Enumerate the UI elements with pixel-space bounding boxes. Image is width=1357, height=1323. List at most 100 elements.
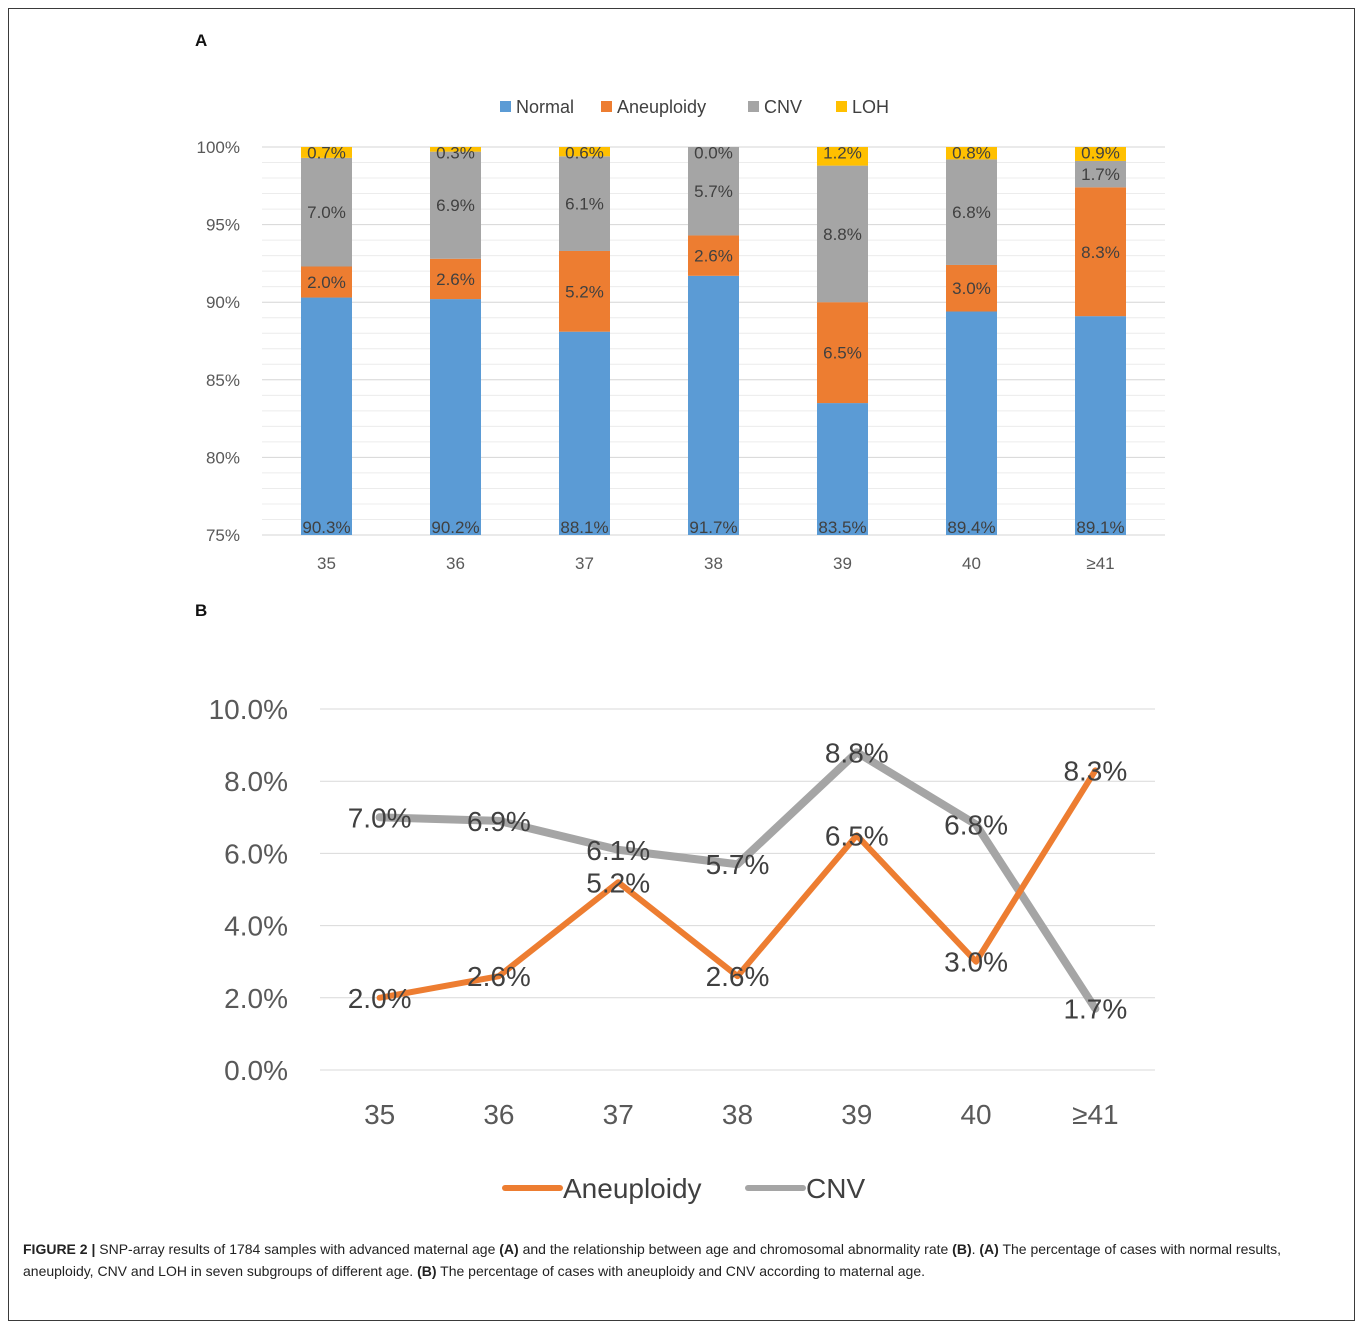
- data-label-loh: 0.0%: [694, 143, 733, 162]
- series-line-aneuploidy: [376, 767, 1099, 1001]
- y-tick-label: 6.0%: [224, 838, 288, 869]
- legend-swatch-cnv: [748, 101, 759, 112]
- bar-segment-loh: [946, 147, 997, 160]
- data-label-normal: 90.2%: [431, 518, 479, 537]
- bar-segment-normal: [301, 297, 352, 535]
- y-tick-label: 2.0%: [224, 983, 288, 1014]
- x-tick-label: 36: [483, 1099, 514, 1130]
- bar-segment-normal: [430, 299, 481, 535]
- data-label-aneuploidy: 6.5%: [823, 344, 862, 363]
- data-label-aneuploidy: 2.6%: [706, 961, 770, 992]
- panel-a-label: A: [195, 31, 208, 50]
- data-label-normal: 91.7%: [689, 518, 737, 537]
- series-line-cnv: [375, 748, 1100, 1013]
- data-label-aneuploidy: 3.0%: [952, 279, 991, 298]
- caption-bold-2: (B): [952, 1241, 972, 1257]
- data-label-cnv: 1.7%: [1063, 994, 1127, 1025]
- data-label-normal: 89.4%: [947, 518, 995, 537]
- data-label-aneuploidy: 3.0%: [944, 947, 1008, 978]
- data-label-cnv: 7.0%: [307, 203, 346, 222]
- y-tick-label: 10.0%: [209, 694, 288, 725]
- y-tick-label: 8.0%: [224, 766, 288, 797]
- data-label-aneuploidy: 8.3%: [1081, 243, 1120, 262]
- data-label-cnv: 6.9%: [467, 806, 531, 837]
- y-tick-label: 75%: [206, 526, 240, 545]
- caption-bold-3: (A): [979, 1241, 999, 1257]
- legend-swatch-loh: [836, 101, 847, 112]
- legend-swatch-aneuploidy: [601, 101, 612, 112]
- legend-label-cnv: CNV: [764, 97, 802, 117]
- x-tick-label: 35: [317, 554, 336, 573]
- data-label-loh: 0.3%: [436, 143, 475, 162]
- bar-segment-cnv: [688, 147, 739, 236]
- data-label-aneuploidy: 2.6%: [694, 247, 733, 266]
- bar-segment-cnv: [946, 159, 997, 265]
- y-tick-label: 90%: [206, 293, 240, 312]
- x-tick-label: 39: [841, 1099, 872, 1130]
- line-chart: 0.0% 2.0% 4.0% 6.0% 8.0% 10.0% 35 36 37 38 39 40 ≥41…: [209, 694, 1155, 1204]
- data-label-cnv: 8.8%: [825, 737, 889, 768]
- bar-segment-aneuploidy: [559, 250, 610, 332]
- caption-text-2: and the relationship between age and chr…: [518, 1241, 953, 1257]
- caption-text-1: SNP-array results of 1784 samples with a…: [95, 1241, 500, 1257]
- data-label-cnv: 1.7%: [1081, 165, 1120, 184]
- figure-caption: FIGURE 2 | SNP-array results of 1784 sam…: [23, 1238, 1328, 1282]
- bar-segment-cnv: [430, 151, 481, 259]
- bar-segment-cnv: [559, 156, 610, 251]
- data-label-loh: 0.9%: [1081, 143, 1120, 162]
- bar-segment-aneuploidy: [946, 264, 997, 312]
- bar-segment-cnv: [1075, 160, 1126, 188]
- data-label-normal: 89.1%: [1076, 518, 1124, 537]
- data-label-cnv: 5.7%: [694, 182, 733, 201]
- y-tick-label: 95%: [206, 216, 240, 235]
- y-tick-label: 4.0%: [224, 911, 288, 942]
- bar-segment-loh: [301, 147, 352, 158]
- legend-swatch-normal: [500, 101, 511, 112]
- data-label-aneuploidy: 5.2%: [565, 282, 604, 301]
- panel-b-label: B: [195, 601, 208, 620]
- x-tick-label: 40: [960, 1099, 991, 1130]
- data-label-cnv: 5.7%: [706, 849, 770, 880]
- bar-segment-aneuploidy: [817, 302, 868, 404]
- y-tick-label: 80%: [206, 448, 240, 467]
- x-tick-label: 40: [962, 554, 981, 573]
- bar-segment-loh: [1075, 147, 1126, 161]
- y-tick-label: 100%: [197, 138, 240, 157]
- x-tick-label: 37: [603, 1099, 634, 1130]
- caption-bold-4: (B): [417, 1263, 437, 1279]
- data-label-cnv: 6.8%: [944, 810, 1008, 841]
- caption-text-3: .: [971, 1241, 980, 1257]
- bar-segment-normal: [817, 403, 868, 535]
- x-tick-label: 38: [722, 1099, 753, 1130]
- data-label-cnv: 6.9%: [436, 196, 475, 215]
- legend-label-cnv: CNV: [806, 1173, 865, 1204]
- data-label-loh: 0.6%: [565, 143, 604, 162]
- data-label-aneuploidy: 2.0%: [307, 273, 346, 292]
- data-label-cnv: 6.1%: [586, 835, 650, 866]
- y-tick-label: 85%: [206, 371, 240, 390]
- data-label-cnv: 8.8%: [823, 225, 862, 244]
- bar-segment-cnv: [817, 165, 868, 303]
- data-label-aneuploidy: 2.0%: [348, 983, 412, 1014]
- x-tick-label: 35: [364, 1099, 395, 1130]
- bar-segment-normal: [1075, 316, 1126, 535]
- y-tick-label: 0.0%: [224, 1055, 288, 1086]
- bar-segment-normal: [688, 275, 739, 535]
- bar-segment-loh: [817, 147, 868, 166]
- caption-text-4: The percentage of cases with normal resu…: [23, 1241, 1282, 1279]
- figure-frame: [8, 8, 1355, 1321]
- data-label-aneuploidy: 6.5%: [825, 820, 889, 851]
- bar-segment-normal: [559, 331, 610, 535]
- caption-bold-1: (A): [499, 1241, 519, 1257]
- bar-segment-aneuploidy: [688, 235, 739, 276]
- data-label-normal: 83.5%: [818, 518, 866, 537]
- bar-segment-normal: [946, 311, 997, 535]
- data-label-loh: 1.2%: [823, 143, 862, 162]
- data-label-cnv: 7.0%: [348, 802, 412, 833]
- x-tick-label: ≥41: [1086, 554, 1114, 573]
- caption-text-5: The percentage of cases with aneuploidy …: [436, 1263, 925, 1279]
- bar-segment-aneuploidy: [301, 266, 352, 298]
- x-tick-label: 39: [833, 554, 852, 573]
- data-label-aneuploidy: 5.2%: [586, 867, 650, 898]
- legend-label-aneuploidy: Aneuploidy: [563, 1173, 702, 1204]
